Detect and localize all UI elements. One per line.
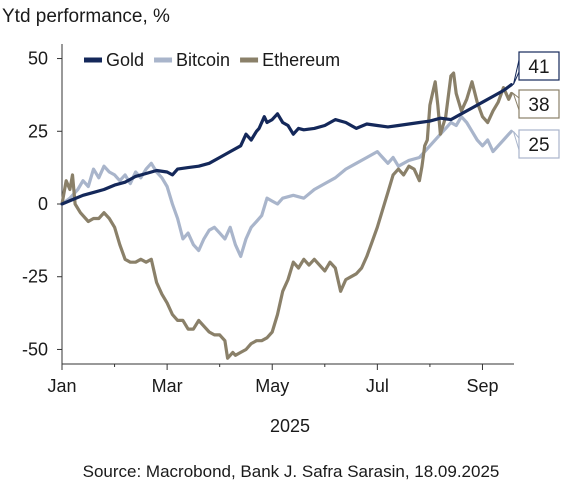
x-tick-label: Mar: [152, 376, 183, 396]
y-tick-label: 50: [28, 49, 48, 69]
callout-box-gold: [518, 51, 560, 81]
series-line-bitcoin: [60, 115, 513, 258]
series-line-gold: [60, 83, 513, 206]
y-tick-label: 25: [28, 121, 48, 141]
y-tick-label: 0: [38, 194, 48, 214]
callout-pointer-ethereum: [512, 91, 520, 111]
callout-box-ethereum: [518, 89, 560, 119]
callout-pointer-gold: [512, 59, 520, 85]
source-note: Source: Macrobond, Bank J. Safra Sarasin…: [82, 462, 500, 481]
y-tick-label: -25: [22, 267, 48, 287]
callout-pointer-bitcoin: [512, 130, 520, 151]
x-axis-title: 2025: [270, 416, 310, 436]
chart-title: Ytd performance, %: [2, 6, 170, 27]
x-tick-label: Sep: [466, 376, 498, 396]
callout-value-ethereum: 38: [528, 95, 549, 116]
callout-box-bitcoin: [518, 129, 560, 159]
plot-area: 50 25 0 -25 -50 Jan Mar May Jul Sep Gold Bitcoin Eth…: [22, 44, 560, 396]
x-tick-label: May: [255, 376, 289, 396]
legend-label-bitcoin: Bitcoin: [176, 50, 230, 70]
legend-label-gold: Gold: [106, 50, 144, 70]
callout-value-gold: 41: [528, 57, 549, 78]
y-tick-label: -50: [22, 339, 48, 359]
series-line-ethereum: [60, 71, 513, 360]
legend-label-ethereum: Ethereum: [262, 50, 340, 70]
x-tick-label: Jan: [47, 376, 76, 396]
x-tick-label: Jul: [366, 376, 389, 396]
callout-value-bitcoin: 25: [528, 135, 549, 156]
ytd-performance-chart: Ytd performance, % 50 25 0 -25 -50 Jan Mar May J…: [2, 6, 560, 436]
